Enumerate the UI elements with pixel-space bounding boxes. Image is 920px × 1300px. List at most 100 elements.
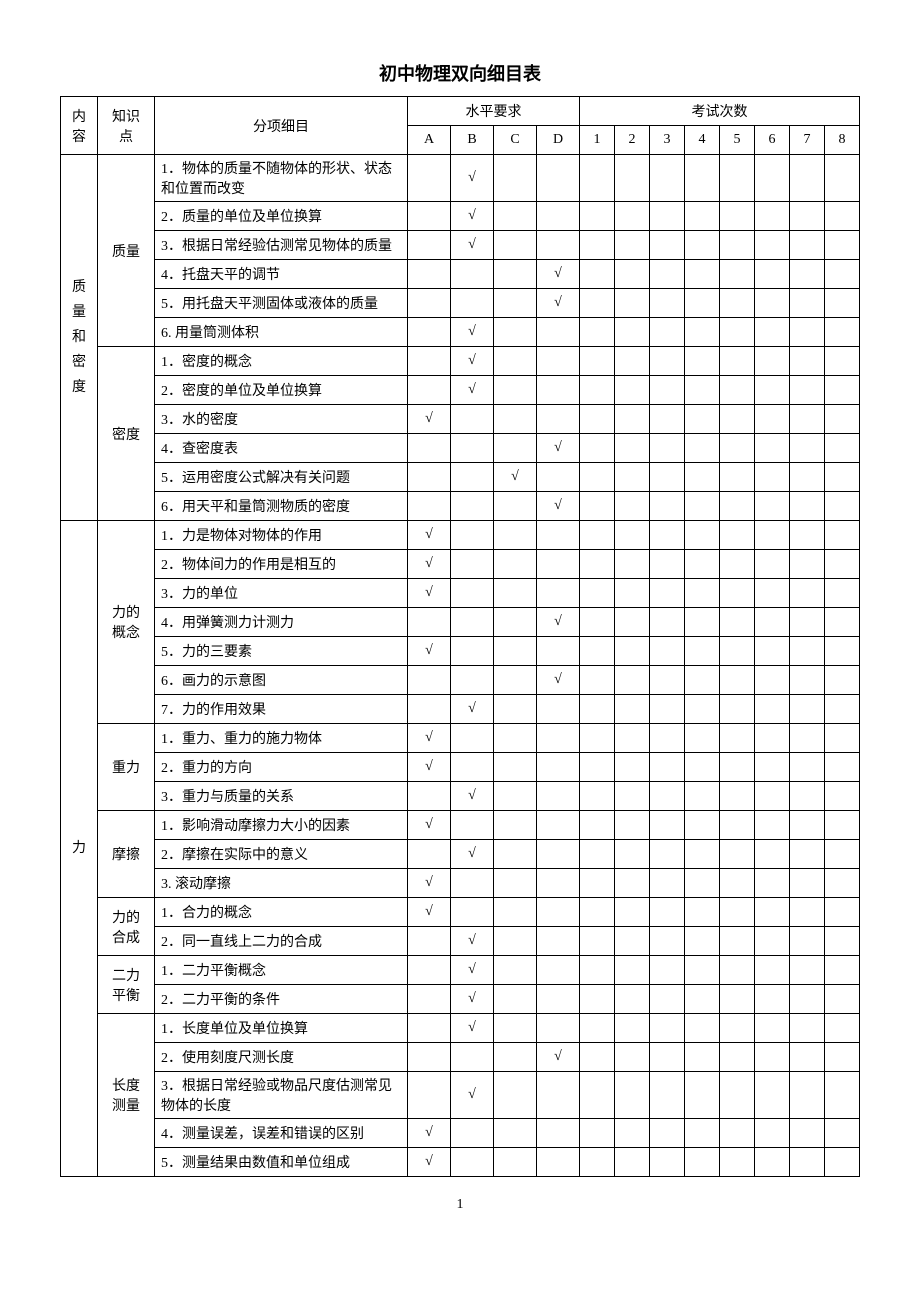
detail-cell: 5．测量结果由数值和单位组成 [155, 1148, 408, 1177]
detail-cell: 3. 滚动摩擦 [155, 869, 408, 898]
exam-cell [685, 231, 720, 260]
exam-cell [720, 869, 755, 898]
exam-cell [685, 985, 720, 1014]
exam-cell [790, 637, 825, 666]
level-cell [408, 155, 451, 202]
table-row: 3．力的单位√ [61, 579, 860, 608]
level-cell: √ [451, 985, 494, 1014]
level-cell: √ [408, 811, 451, 840]
exam-cell [685, 521, 720, 550]
exam-cell [790, 840, 825, 869]
exam-cell [650, 1014, 685, 1043]
exam-cell [790, 289, 825, 318]
level-cell [451, 666, 494, 695]
level-cell [408, 347, 451, 376]
level-cell [537, 1148, 580, 1177]
header-level-B: B [451, 126, 494, 155]
level-cell [537, 1014, 580, 1043]
exam-cell [615, 289, 650, 318]
level-cell [408, 985, 451, 1014]
header-category: 内容 [61, 97, 98, 155]
exam-cell [580, 666, 615, 695]
level-cell [408, 1043, 451, 1072]
exam-cell [580, 521, 615, 550]
level-cell [494, 608, 537, 637]
level-cell [494, 231, 537, 260]
level-cell [494, 985, 537, 1014]
exam-cell [685, 434, 720, 463]
level-cell [537, 579, 580, 608]
exam-cell [650, 782, 685, 811]
exam-cell [755, 695, 790, 724]
detail-cell: 6. 用量筒测体积 [155, 318, 408, 347]
exam-cell [580, 898, 615, 927]
detail-cell: 3．根据日常经验估测常见物体的质量 [155, 231, 408, 260]
exam-cell [615, 521, 650, 550]
level-cell [451, 550, 494, 579]
exam-cell [650, 289, 685, 318]
level-cell: √ [494, 463, 537, 492]
header-exam-2: 2 [615, 126, 650, 155]
level-cell [537, 376, 580, 405]
exam-cell [615, 666, 650, 695]
level-cell [537, 347, 580, 376]
exam-cell [825, 782, 860, 811]
level-cell: √ [451, 347, 494, 376]
exam-cell [685, 1072, 720, 1119]
exam-cell [615, 724, 650, 753]
exam-cell [685, 202, 720, 231]
exam-cell [825, 753, 860, 782]
level-cell: √ [451, 376, 494, 405]
exam-cell [790, 724, 825, 753]
exam-cell [580, 376, 615, 405]
detail-cell: 1．合力的概念 [155, 898, 408, 927]
level-cell [494, 289, 537, 318]
exam-cell [755, 231, 790, 260]
exam-cell [685, 347, 720, 376]
level-cell: √ [537, 434, 580, 463]
detail-cell: 6．用天平和量筒测物质的密度 [155, 492, 408, 521]
level-cell [494, 753, 537, 782]
exam-cell [580, 155, 615, 202]
exam-cell [685, 318, 720, 347]
level-cell [408, 927, 451, 956]
exam-cell [755, 753, 790, 782]
exam-cell [790, 260, 825, 289]
level-cell [451, 1119, 494, 1148]
exam-cell [720, 155, 755, 202]
level-cell [408, 492, 451, 521]
exam-cell [580, 608, 615, 637]
exam-cell [825, 985, 860, 1014]
level-cell [494, 782, 537, 811]
exam-cell [580, 1072, 615, 1119]
exam-cell [790, 1119, 825, 1148]
exam-cell [580, 463, 615, 492]
exam-cell [650, 637, 685, 666]
exam-cell [685, 1014, 720, 1043]
exam-cell [825, 579, 860, 608]
level-cell [537, 927, 580, 956]
level-cell [494, 579, 537, 608]
topic-cell: 力的合成 [98, 898, 155, 956]
exam-cell [790, 695, 825, 724]
exam-cell [825, 956, 860, 985]
level-cell [537, 956, 580, 985]
header-level-D: D [537, 126, 580, 155]
exam-cell [650, 347, 685, 376]
exam-cell [790, 1072, 825, 1119]
exam-cell [720, 1014, 755, 1043]
level-cell [408, 608, 451, 637]
exam-cell [685, 1148, 720, 1177]
exam-cell [720, 318, 755, 347]
exam-cell [580, 434, 615, 463]
level-cell [451, 811, 494, 840]
exam-cell [580, 637, 615, 666]
level-cell [451, 898, 494, 927]
level-cell: √ [451, 782, 494, 811]
level-cell [408, 956, 451, 985]
exam-cell [720, 405, 755, 434]
exam-cell [755, 155, 790, 202]
detail-cell: 2．同一直线上二力的合成 [155, 927, 408, 956]
exam-cell [615, 956, 650, 985]
exam-cell [755, 434, 790, 463]
